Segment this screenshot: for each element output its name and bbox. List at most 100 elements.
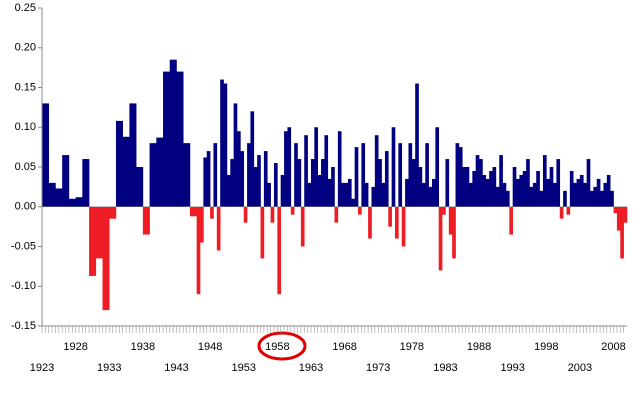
bar bbox=[68, 198, 73, 207]
bar bbox=[539, 190, 544, 207]
bar bbox=[448, 206, 453, 235]
bar bbox=[610, 190, 614, 207]
bar bbox=[489, 170, 493, 207]
bar bbox=[142, 206, 147, 235]
bar bbox=[310, 159, 315, 207]
bar bbox=[586, 159, 591, 207]
bar bbox=[401, 206, 406, 247]
bar bbox=[203, 157, 208, 207]
bar bbox=[351, 198, 355, 207]
bar bbox=[358, 206, 362, 215]
bar bbox=[479, 159, 483, 207]
x-tick-label: 1923 bbox=[30, 362, 54, 374]
bar bbox=[499, 155, 503, 207]
bar bbox=[381, 182, 386, 207]
bar bbox=[391, 127, 396, 207]
bar bbox=[485, 178, 490, 207]
bar bbox=[435, 127, 440, 207]
bar bbox=[270, 206, 275, 223]
bar bbox=[250, 111, 255, 207]
bar bbox=[240, 151, 245, 207]
bar bbox=[179, 71, 184, 207]
bar bbox=[169, 59, 174, 207]
bar bbox=[92, 206, 97, 276]
bar bbox=[297, 159, 302, 207]
bar bbox=[284, 131, 288, 207]
bar bbox=[243, 206, 248, 223]
bar bbox=[237, 131, 241, 207]
y-tick-label: 0.05 bbox=[15, 161, 36, 173]
bar bbox=[65, 155, 70, 207]
bar bbox=[166, 71, 171, 207]
bar bbox=[512, 167, 517, 207]
x-tick-label: 1958 bbox=[265, 341, 289, 353]
bar bbox=[193, 206, 197, 217]
bar bbox=[418, 167, 423, 207]
bar bbox=[371, 186, 376, 207]
x-tick-label: 2003 bbox=[568, 362, 592, 374]
bar bbox=[573, 182, 577, 207]
bar bbox=[556, 159, 561, 207]
bar bbox=[428, 186, 433, 207]
bar bbox=[42, 103, 46, 207]
bar bbox=[247, 143, 251, 207]
x-tick-label: 1988 bbox=[467, 341, 491, 353]
bar bbox=[105, 206, 110, 311]
bar bbox=[62, 155, 66, 207]
bar bbox=[442, 206, 446, 215]
bar bbox=[109, 206, 113, 219]
bar bbox=[458, 147, 463, 207]
x-tick-label: 1978 bbox=[400, 341, 424, 353]
bar bbox=[569, 170, 574, 207]
bar bbox=[465, 167, 470, 207]
bar bbox=[529, 186, 534, 207]
bar bbox=[196, 206, 201, 295]
bar bbox=[112, 206, 117, 219]
bar bbox=[526, 159, 530, 207]
bar bbox=[58, 188, 63, 207]
x-tick-label: 1973 bbox=[366, 362, 390, 374]
bar bbox=[509, 206, 513, 235]
bar bbox=[378, 159, 382, 207]
bar bbox=[559, 206, 564, 219]
y-tick-label: 0.10 bbox=[15, 121, 36, 133]
bar bbox=[516, 178, 520, 207]
bar bbox=[579, 174, 584, 207]
bar bbox=[374, 135, 379, 207]
bar bbox=[576, 178, 581, 207]
bar bbox=[85, 159, 90, 207]
bar bbox=[126, 136, 130, 207]
bar bbox=[136, 167, 140, 207]
bar bbox=[206, 151, 211, 207]
bar bbox=[505, 190, 510, 207]
bar bbox=[257, 155, 261, 207]
bar bbox=[273, 163, 278, 207]
bar bbox=[99, 206, 103, 259]
bar bbox=[294, 143, 298, 207]
bar bbox=[341, 182, 345, 207]
bar bbox=[432, 178, 436, 207]
bar bbox=[482, 174, 487, 207]
y-tick-label: -0.10 bbox=[11, 280, 36, 292]
bar bbox=[583, 182, 587, 207]
bar bbox=[468, 182, 473, 207]
highlight-circle bbox=[257, 331, 307, 361]
bar bbox=[277, 206, 282, 295]
bar bbox=[304, 135, 308, 207]
bar bbox=[75, 197, 80, 207]
bar bbox=[398, 143, 403, 207]
y-tick-label: -0.15 bbox=[11, 320, 36, 332]
bar bbox=[132, 103, 137, 207]
bar bbox=[267, 182, 271, 207]
bar bbox=[603, 182, 608, 207]
bar bbox=[115, 120, 120, 207]
bar bbox=[72, 198, 76, 207]
bar bbox=[331, 167, 335, 207]
bar bbox=[280, 174, 285, 207]
bar bbox=[55, 188, 60, 207]
bar bbox=[411, 159, 416, 207]
bar bbox=[230, 159, 234, 207]
bar bbox=[364, 182, 369, 207]
bar bbox=[492, 167, 497, 207]
